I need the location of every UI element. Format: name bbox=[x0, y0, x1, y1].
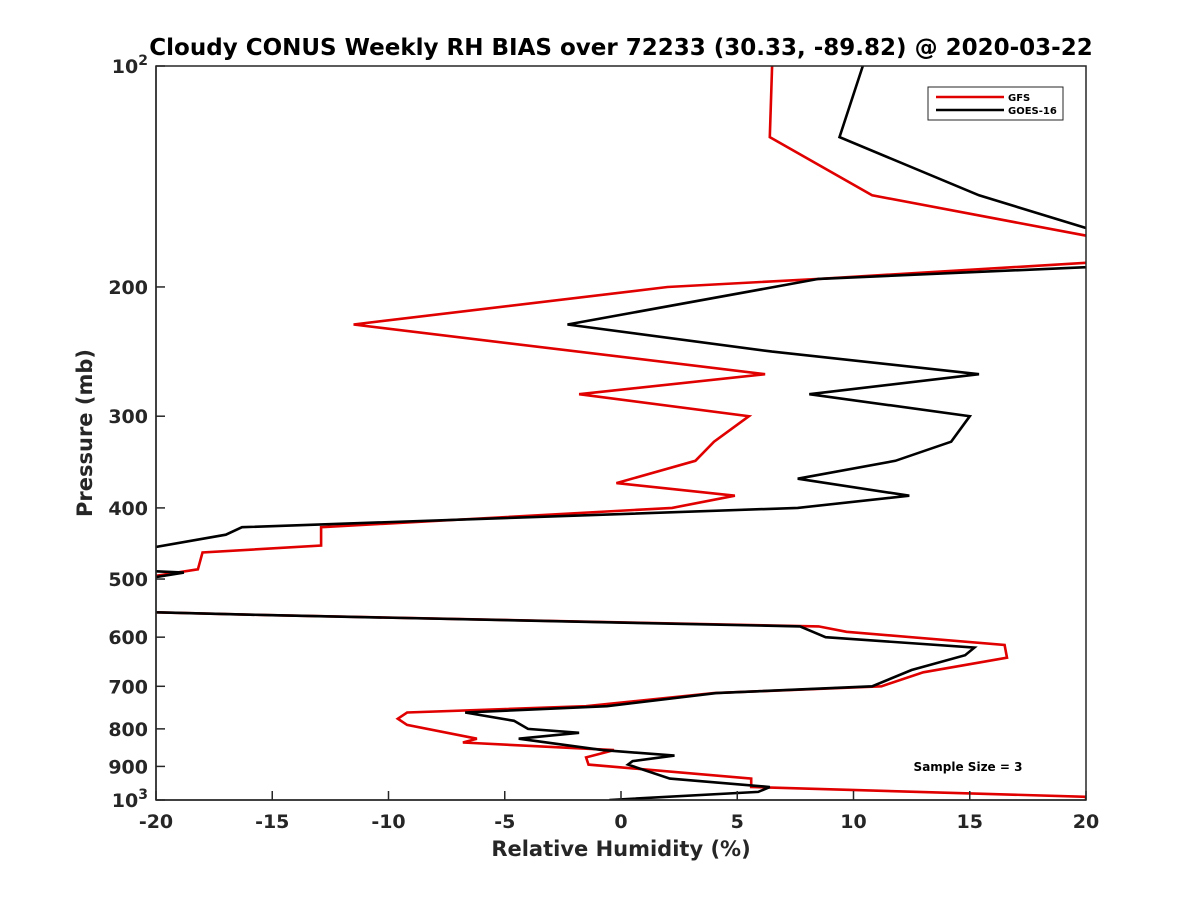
y-ticks: 200 300 400 500 600 700 800 900 102 103 bbox=[108, 53, 165, 812]
x-tick-label: 10 bbox=[840, 811, 866, 833]
x-tick-label: -10 bbox=[371, 811, 405, 833]
y-axis-label: Pressure (mb) bbox=[73, 349, 97, 517]
x-axis-label: Relative Humidity (%) bbox=[491, 837, 750, 861]
series-line-gfs bbox=[156, 66, 1086, 800]
y-tick-label: 500 bbox=[108, 569, 148, 591]
legend-label-gfs: GFS bbox=[1008, 93, 1030, 104]
x-tick-label: -20 bbox=[139, 811, 173, 833]
x-tick-label: 20 bbox=[1073, 811, 1099, 833]
sample-size-annotation: Sample Size = 3 bbox=[914, 760, 1023, 774]
x-ticks: -20 -15 -10 -5 0 5 10 15 20 bbox=[139, 791, 1099, 833]
y-tick-label-power: 102 bbox=[112, 53, 148, 78]
chart-title: Cloudy CONUS Weekly RH BIAS over 72233 (… bbox=[149, 35, 1092, 61]
legend-label-goes16: GOES-16 bbox=[1008, 106, 1057, 117]
x-tick-label: 5 bbox=[731, 811, 744, 833]
series-line-goes16 bbox=[156, 66, 1086, 800]
x-tick-label: 0 bbox=[614, 811, 627, 833]
x-tick-label: -15 bbox=[255, 811, 289, 833]
y-tick-label: 600 bbox=[108, 627, 148, 649]
y-tick-label: 400 bbox=[108, 498, 148, 520]
x-tick-label: -5 bbox=[494, 811, 515, 833]
x-tick-label: 15 bbox=[957, 811, 983, 833]
y-tick-label: 700 bbox=[108, 676, 148, 698]
legend: GFS GOES-16 bbox=[927, 86, 1064, 121]
y-tick-label: 300 bbox=[108, 406, 148, 428]
y-tick-label: 200 bbox=[108, 277, 148, 299]
legend-box bbox=[927, 86, 1064, 121]
y-tick-label-power: 103 bbox=[112, 787, 148, 812]
plot-frame bbox=[155, 65, 1087, 801]
y-tick-label: 800 bbox=[108, 719, 148, 741]
series-layer bbox=[156, 66, 1086, 800]
y-tick-label: 900 bbox=[108, 756, 148, 778]
